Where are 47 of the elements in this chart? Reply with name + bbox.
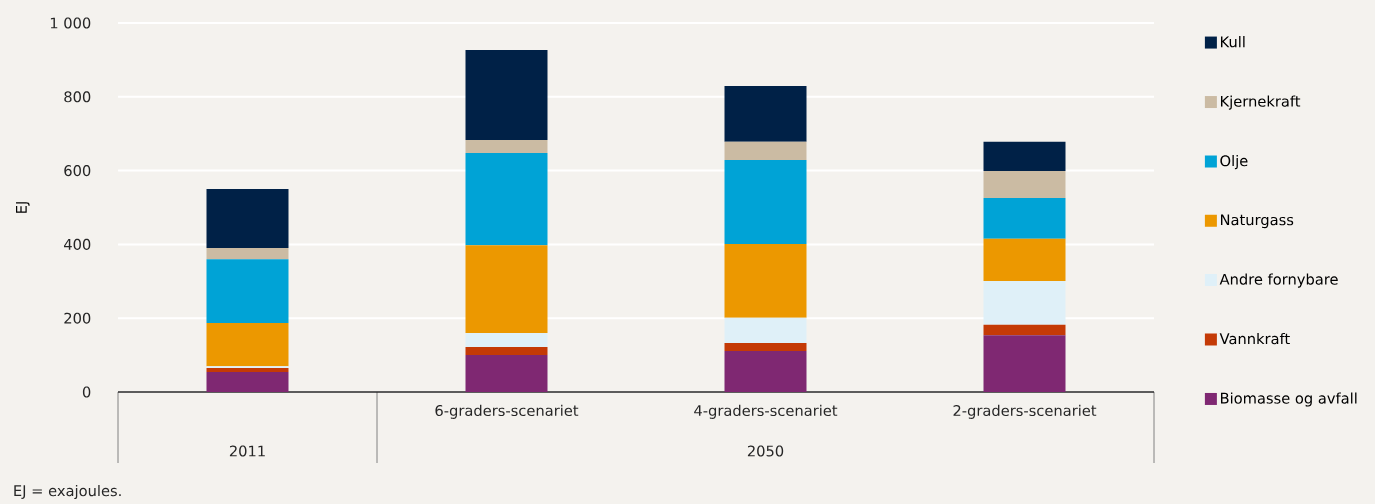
bar <box>983 324 1066 336</box>
y-tick-label: 0 <box>82 386 91 398</box>
bar <box>465 152 548 246</box>
bar <box>724 86 807 142</box>
x-tick-label: 4-graders-scenariet <box>694 404 838 419</box>
y-tick-label: 800 <box>64 91 91 103</box>
bar <box>983 335 1066 392</box>
text: 2011 <box>229 445 265 457</box>
bar <box>465 245 548 333</box>
bar <box>724 342 807 352</box>
y-axis-title: EJ <box>16 202 30 213</box>
legend-label: Andre fornybare <box>1219 273 1338 288</box>
legend-label: Naturgass <box>1221 214 1294 229</box>
bar <box>465 332 548 347</box>
legend-label: Olje <box>1220 154 1248 170</box>
bar <box>465 355 548 392</box>
legend-label: Vannkraft <box>1219 332 1290 345</box>
legend-label: Biomasse og avfall <box>1221 392 1357 407</box>
text: 2050 <box>747 445 784 457</box>
y-tick-label: 600 <box>64 165 91 177</box>
bar <box>724 317 807 343</box>
bar <box>206 372 289 392</box>
bar <box>206 259 289 323</box>
bar <box>983 141 1066 171</box>
bar <box>206 368 289 373</box>
bar <box>983 238 1066 281</box>
bar <box>983 197 1066 239</box>
bar <box>724 159 807 245</box>
y-tick-label: 200 <box>64 312 91 324</box>
bar <box>206 189 289 249</box>
bar <box>983 280 1066 325</box>
x-tick-label: 2-graders-scenariet <box>953 404 1097 419</box>
legend-label: Kull <box>1221 35 1245 48</box>
bar <box>724 244 807 318</box>
text: EJ = exajoules. <box>14 484 121 500</box>
bar <box>724 141 807 160</box>
bar <box>724 351 807 392</box>
y-tick-label: 400 <box>64 238 91 250</box>
bar <box>465 346 548 356</box>
bar <box>206 248 289 260</box>
bar <box>465 139 548 153</box>
bar <box>206 323 289 367</box>
bar <box>465 49 548 140</box>
x-tick-label: 6-graders-scenariet <box>435 404 579 419</box>
legend-label: Kjernekraft <box>1221 95 1301 110</box>
bar <box>983 170 1066 198</box>
y-tick-label: 1 000 <box>50 17 91 29</box>
